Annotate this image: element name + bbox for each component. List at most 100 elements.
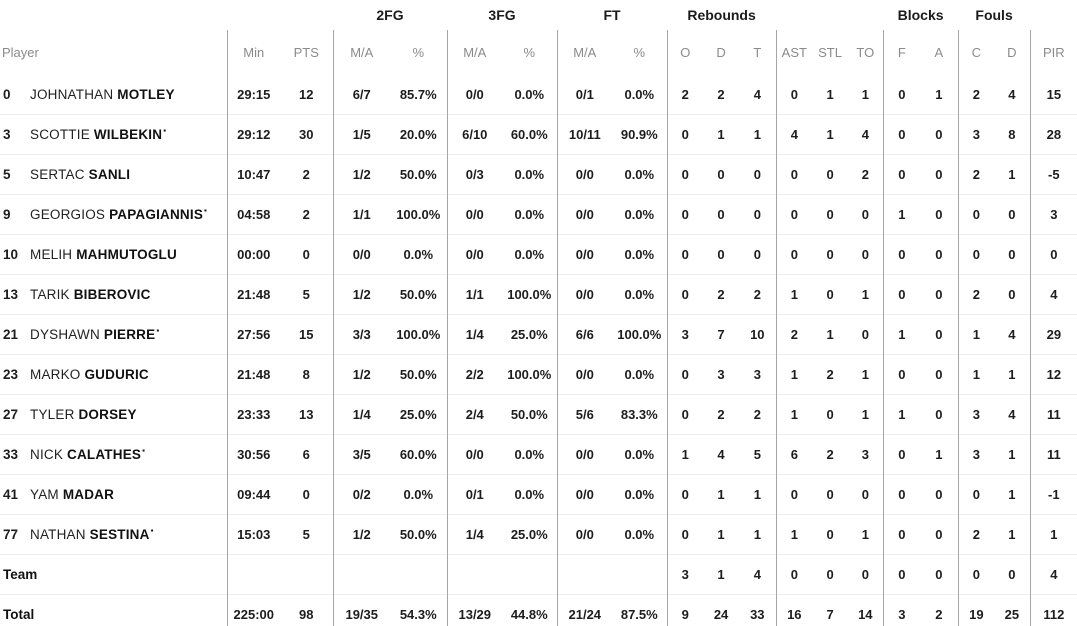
stat-cell-t-11: 2 bbox=[739, 394, 777, 435]
stat-cell-a-16: 0 bbox=[920, 154, 959, 195]
stat-cell-d-10: 0 bbox=[703, 154, 740, 195]
player-cell: 21 DYSHAWN PIERRE▪ bbox=[0, 314, 227, 355]
player-number: 27 bbox=[3, 407, 19, 422]
stat-cell-d-18: 25 bbox=[994, 594, 1031, 626]
column-header-player-0: Player bbox=[2, 45, 39, 60]
stat-cell-d-10: 24 bbox=[703, 594, 740, 626]
stat-cell-pir-19: 15 bbox=[1029, 75, 1077, 115]
stat-cell-t-11: 1 bbox=[739, 514, 777, 555]
player-cell: 23 MARKO GUDURIC bbox=[0, 354, 227, 395]
stat-cell-d-10: 2 bbox=[717, 87, 725, 102]
group-header-spacer bbox=[776, 0, 883, 30]
stat-cell-o-9: 0 bbox=[666, 354, 704, 395]
stat-cell-to-14: 1 bbox=[848, 274, 884, 315]
column-header-pir-19: PIR bbox=[1029, 30, 1077, 75]
stat-cell-m-a-3: 1/4 bbox=[332, 394, 390, 435]
stat-cell-to-14: 0 bbox=[848, 234, 884, 275]
stat-cell-t-11: 3 bbox=[739, 354, 777, 395]
stat-cell-pct-8: 87.5% bbox=[612, 594, 668, 626]
stat-cell-d-10: 0 bbox=[703, 234, 740, 275]
total-label-cell: Total bbox=[0, 594, 227, 626]
column-header-d-10: D bbox=[716, 45, 726, 60]
stat-cell-t-11: 0 bbox=[739, 234, 777, 275]
stat-cell-ast-12: 1 bbox=[775, 354, 813, 395]
stat-cell-pct-6: 100.0% bbox=[502, 274, 558, 315]
stat-cell-pts-2: 30 bbox=[280, 114, 333, 155]
total-row: Total 225:00 98 19/35 54.3% 13/29 44.8% 21/24 87… bbox=[0, 594, 1077, 626]
stat-cell-pir-19: 11 bbox=[1029, 434, 1077, 475]
column-header-to-14: TO bbox=[856, 45, 875, 60]
stat-cell-f-15: 0 bbox=[882, 274, 921, 315]
stat-cell-d-10: 0 bbox=[703, 194, 740, 235]
stat-cell-a-16: 0 bbox=[920, 474, 959, 515]
player-row-biberovic: 13 TARIK BIBEROVIC 21:48 5 1/2 50.0% 1/1 100.0%… bbox=[0, 274, 1077, 315]
stat-cell-d-10: 2 bbox=[703, 274, 740, 315]
stat-cell-ast-12: 0 bbox=[775, 75, 813, 115]
stat-cell-pts-2: 2 bbox=[280, 194, 333, 235]
stat-cell-to-14: 0 bbox=[848, 474, 884, 515]
stat-cell-d-18: 4 bbox=[994, 314, 1031, 355]
stat-cell-pct-6: 60.0% bbox=[502, 114, 558, 155]
player-first-name: NICK bbox=[30, 447, 68, 462]
stat-cell-to-14: 3 bbox=[848, 434, 884, 475]
stat-cell-f-15: 0 bbox=[882, 514, 921, 555]
stat-cell-o-9: 0 bbox=[666, 194, 704, 235]
stat-cell-m-a-7: 0/0 bbox=[556, 154, 613, 195]
stat-cell-pct-4: 50.0% bbox=[390, 354, 448, 395]
player-first-name: DYSHAWN bbox=[30, 327, 104, 342]
stat-cell-stl-13: 0 bbox=[812, 154, 849, 195]
stat-cell-t-11: 4 bbox=[739, 554, 777, 595]
stat-cell-pir-19: 29 bbox=[1029, 314, 1077, 355]
stat-cell-o-9: 3 bbox=[666, 314, 704, 355]
stat-cell-pir-19: 4 bbox=[1029, 554, 1077, 595]
stat-cell-d-18: 1 bbox=[994, 474, 1031, 515]
column-header-t-11: T bbox=[753, 45, 762, 60]
stat-cell-ast-12: 0 bbox=[775, 234, 813, 275]
player-number: 10 bbox=[3, 247, 19, 262]
stat-cell-m-a-5: 1/1 bbox=[446, 274, 503, 315]
stat-cell-a-16: 0 bbox=[920, 314, 959, 355]
stat-cell-f-15: 1 bbox=[882, 194, 921, 235]
column-header-pts-2: PTS bbox=[293, 45, 319, 60]
stat-cell-m-a-3: 3/3 bbox=[332, 314, 390, 355]
stat-cell-ast-12: 6 bbox=[775, 434, 813, 475]
player-number: 0 bbox=[3, 87, 11, 102]
stat-cell-ast-12: 1 bbox=[775, 274, 813, 315]
stat-cell-min-1: 04:58 bbox=[226, 194, 280, 235]
stat-cell-pct-4: 0.0% bbox=[390, 234, 448, 275]
column-header-stl-13: STL bbox=[818, 45, 842, 60]
stat-cell-to-14: 0 bbox=[848, 314, 884, 355]
stat-cell-pts-2: 0 bbox=[280, 234, 333, 275]
stat-cell-o-9: 3 bbox=[666, 554, 704, 595]
stat-cell-o-9: 1 bbox=[666, 434, 704, 475]
stat-cell-m-a-3: 0/2 bbox=[332, 474, 390, 515]
stat-cell-m-a-5: 6/10 bbox=[446, 114, 503, 155]
column-header-row: Player Min PTS M/A% M/A% M/A% O D T AST STL TO F A C D P… bbox=[0, 30, 1077, 75]
stat-cell-stl-13: 0 bbox=[812, 554, 849, 595]
stat-cell-pct-6: 25.0% bbox=[502, 314, 558, 355]
stat-cell-t-11: 1 bbox=[739, 114, 777, 155]
stat-cell-ast-12: 0 bbox=[775, 154, 813, 195]
starter-mark-icon: ▪ bbox=[142, 446, 145, 455]
stat-cell-pct-6: 50.0% bbox=[502, 394, 558, 435]
stat-cell-m-a-7: 0/0 bbox=[556, 514, 613, 555]
stat-cell-t-11: 10 bbox=[739, 314, 777, 355]
player-first-name: YAM bbox=[30, 487, 63, 502]
stat-cell-m-a-3: 19/35 bbox=[332, 594, 390, 626]
stat-cell-a-16: 0 bbox=[920, 114, 959, 155]
player-last-name: MOTLEY bbox=[117, 87, 175, 102]
stat-cell-pts-2: 8 bbox=[280, 354, 333, 395]
player-first-name: TARIK bbox=[30, 287, 74, 302]
stat-cell-d-18: 4 bbox=[1008, 87, 1016, 102]
stat-cell-pct-8: 0.0% bbox=[612, 274, 668, 315]
player-row-sestina: 77 NATHAN SESTINA▪ 15:03 5 1/2 50.0% 1/4 25.0% 0… bbox=[0, 514, 1077, 555]
stat-cell-pir-19: -1 bbox=[1029, 474, 1077, 515]
stat-cell-f-15: 0 bbox=[882, 354, 921, 395]
stat-cell-m-a-3: 1/2 bbox=[332, 514, 390, 555]
stat-cell-min-1: 09:44 bbox=[226, 474, 280, 515]
stat-cell-pts-2: 5 bbox=[280, 514, 333, 555]
stat-cell-f-15: 0 bbox=[882, 114, 921, 155]
stat-cell-t-11: 33 bbox=[739, 594, 777, 626]
stat-cell-pct-6: 100.0% bbox=[502, 354, 558, 395]
